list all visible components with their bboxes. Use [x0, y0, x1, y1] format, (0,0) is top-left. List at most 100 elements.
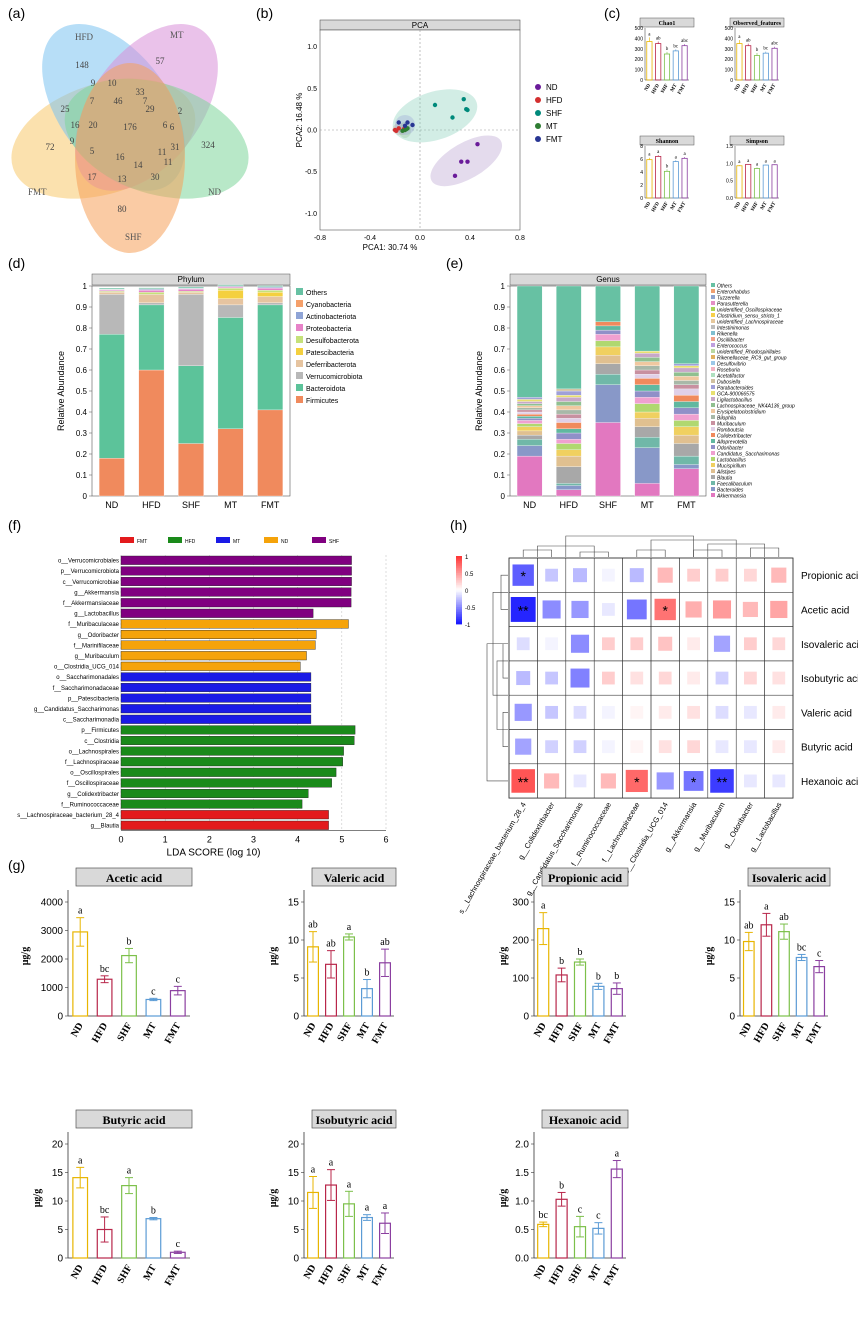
venn-region-count: 11	[158, 147, 167, 157]
alpha-ytick: 100	[635, 68, 644, 74]
genus-legend-swatch	[711, 445, 715, 449]
lefse-legend-label: MT	[233, 539, 240, 545]
stack-segment	[257, 287, 284, 291]
venn-region-count: 6	[163, 120, 168, 130]
heatmap-square	[510, 596, 536, 622]
genus-legend-label: Desulfovibrio	[717, 362, 746, 368]
pca-point-FMT	[405, 120, 410, 125]
panel-label-f: (f)	[8, 517, 21, 533]
alpha-xtick: HFD	[741, 83, 751, 95]
heatmap-scale-step	[456, 613, 462, 616]
stack-segment	[556, 466, 582, 484]
pca-legend-swatch	[535, 84, 541, 90]
stack-segment	[595, 285, 621, 322]
scfa-letter: a	[329, 1158, 334, 1169]
stack-segment	[595, 374, 621, 385]
panel-e-genus: (e) Genus 0 0.1 0.2 0.3 0.4 0.5 0.6 0.7 0.8 0.9 1 Re…	[446, 255, 795, 510]
stack-segment	[556, 428, 582, 434]
lefse-legend-label: FMT	[137, 539, 147, 545]
alpha-panel-title: Observed_features	[733, 21, 782, 27]
stack-ytick: 0.6	[494, 366, 506, 375]
stack-segment	[673, 367, 700, 373]
scfa-xtick: ND	[302, 1263, 319, 1281]
heatmap-square	[514, 703, 532, 721]
scfa-ytick: 4000	[41, 898, 64, 909]
lefse-legend-label: ND	[281, 539, 289, 545]
heatmap-scale-step	[456, 601, 462, 604]
stack-xtick: MT	[224, 500, 237, 510]
venn-region-count: 20	[89, 120, 99, 130]
heatmap-scale-step	[456, 579, 462, 582]
stack-ytick: 0.4	[494, 408, 506, 417]
scfa-ytick: 0	[57, 1254, 63, 1265]
panel-label-h: (h)	[450, 517, 467, 533]
alpha-letter: ab	[746, 39, 751, 44]
genus-legend-swatch	[711, 409, 715, 413]
stack-segment	[98, 292, 125, 295]
heatmap-star: *	[662, 602, 668, 618]
scfa-bar	[795, 956, 808, 1017]
heatmap-scale-step	[456, 622, 462, 625]
alpha-bar	[771, 164, 778, 199]
pca-title: PCA	[412, 21, 429, 30]
heatmap-scale-step	[456, 617, 462, 620]
heatmap-square	[573, 705, 587, 719]
heatmap-star: *	[691, 774, 697, 790]
scfa-panel-title: Hexanoic acid	[549, 1113, 622, 1127]
stack-ytick: 0.3	[494, 429, 506, 438]
heatmap-square	[545, 740, 558, 754]
alpha-bar	[672, 50, 679, 81]
stack-xtick: FMT	[261, 500, 280, 510]
heatmap-square	[654, 598, 676, 621]
lefse-bar	[120, 746, 344, 756]
scfa-ytick: 15	[52, 1168, 64, 1179]
venn-region-count: 5	[90, 146, 95, 156]
stack-segment	[257, 304, 284, 411]
stack-segment	[98, 294, 125, 335]
heatmap-square	[772, 740, 786, 754]
heatmap-scale-tick: 0.5	[465, 572, 474, 578]
scfa-letter: b	[127, 936, 132, 947]
venn-region-count: 31	[171, 142, 180, 152]
stack-segment	[516, 399, 543, 402]
phylum-legend-label: Bacteroidota	[306, 386, 345, 393]
heatmap-scale-step	[456, 583, 462, 586]
heatmap-scale-step	[456, 578, 462, 581]
scfa-ytick: 100	[512, 974, 529, 985]
stack-segment	[178, 291, 204, 293]
alpha-xtick: FMT	[677, 201, 687, 214]
alpha-title-strip	[729, 135, 785, 146]
scfa-ytick: 15	[288, 898, 300, 909]
scfa-xtick: ND	[69, 1263, 86, 1281]
heatmap-square	[602, 568, 615, 582]
stack-segment	[138, 287, 165, 289]
phylum-legend-swatch	[296, 348, 303, 355]
heatmap-square	[602, 603, 615, 616]
lefse-bar-label: o__Lachnospirales	[69, 749, 119, 755]
heatmap-square	[512, 564, 534, 586]
genus-legend-label: Rikenella	[717, 332, 738, 338]
scfa-bar	[145, 998, 162, 1017]
scfa-letter: a	[383, 1201, 388, 1212]
genus-legend-swatch	[711, 355, 715, 359]
genus-legend-label: Candidatus_Saccharimonas	[717, 452, 780, 458]
lefse-bar	[120, 789, 309, 799]
heatmap-square	[570, 634, 590, 653]
stack-segment	[595, 384, 621, 423]
genus-legend-swatch	[711, 379, 715, 383]
venn-set-label: HFD	[75, 32, 94, 42]
alpha-bar	[753, 168, 761, 199]
venn-region-count: 176	[123, 122, 137, 132]
heatmap-square	[602, 740, 615, 754]
genus-legend-label: Bacteroides	[717, 488, 744, 494]
stack-segment	[595, 325, 621, 331]
lefse-bar	[120, 778, 332, 788]
genus-legend-label: Mucispirillum	[717, 464, 746, 470]
scfa-letter: ab	[779, 912, 788, 923]
lefse-bar	[120, 704, 312, 714]
pca-point-SHF	[465, 107, 470, 113]
heatmap-square	[630, 705, 644, 719]
scfa-ytick: 15	[288, 1168, 300, 1179]
scfa-letter: ab	[380, 937, 389, 948]
